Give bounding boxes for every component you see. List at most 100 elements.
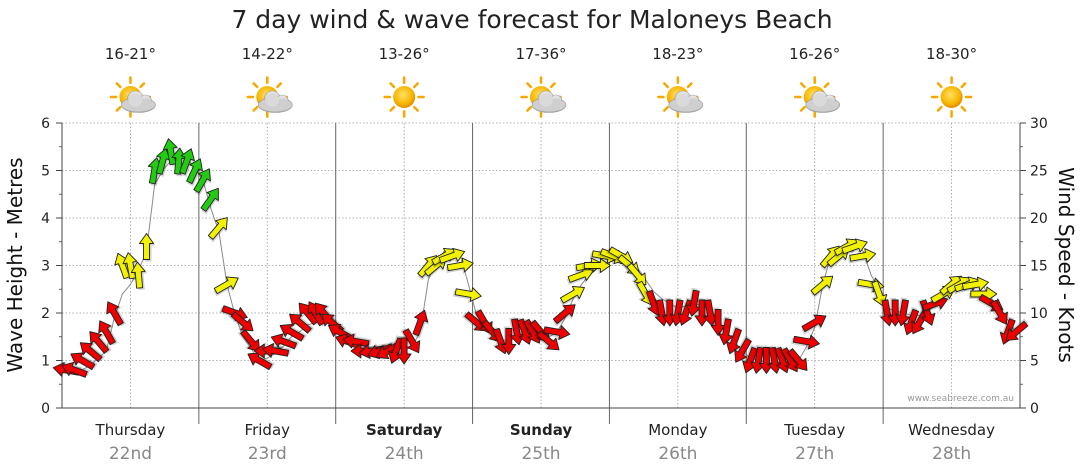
wind-arrow (921, 295, 949, 314)
right-tick-label: 10 (1030, 306, 1048, 322)
day-date: 25th (521, 444, 560, 464)
wind-arrow (139, 233, 156, 262)
wind-arrow (61, 361, 90, 378)
day-date: 28th (932, 444, 971, 464)
weather-forecast-row: 16-21° 14-22° 13-26° 17-36° 18-23° 16-26° 18-3… (105, 45, 977, 118)
temperature-range: 16-26° (789, 45, 840, 63)
left-axis-title: Wave Height - Metres (3, 157, 27, 372)
wind-arrow (785, 348, 808, 371)
sun-icon (383, 76, 425, 118)
day-name: Tuesday (783, 421, 845, 439)
axes: 0 1 2 3 4 5 6 0 5 10 15 20 25 30 (41, 116, 1048, 424)
wind-arrow (213, 276, 239, 297)
wind-arrow (701, 298, 718, 327)
wind-arrow (237, 329, 261, 352)
credit-label: www.seabreeze.com.au (907, 394, 1014, 404)
left-tick-label: 0 (41, 401, 50, 417)
wind-arrow (801, 314, 827, 335)
wind-arrow (289, 313, 315, 334)
day-name: Wednesday (908, 421, 995, 439)
wind-arrow (1005, 318, 1029, 341)
temperature-range: 18-30° (926, 45, 977, 63)
left-tick-label: 1 (41, 354, 50, 370)
day-date: 24th (385, 444, 424, 464)
chart-title: 7 day wind & wave forecast for Maloneys … (231, 5, 832, 34)
wind-arrow (207, 217, 228, 243)
wind-arrow (534, 330, 560, 351)
sun-cloud-icon (657, 76, 704, 118)
wind-arrow (541, 325, 571, 342)
wind-arrow (552, 304, 576, 327)
wind-arrow (725, 325, 742, 355)
wind-arrow (810, 275, 834, 298)
wind-arrow (445, 257, 474, 275)
day-labels: Thursday 22nd Friday 23rd Saturday 24th Sunday… (95, 421, 996, 464)
wind-arrow (734, 335, 752, 363)
left-tick-label: 5 (41, 164, 50, 180)
left-tick-label: 2 (41, 306, 50, 322)
wind-arrow (988, 299, 1008, 325)
wind-arrow (869, 279, 888, 307)
right-axis-title: Wind Speed - Knots (1054, 167, 1078, 363)
temperature-range: 13-26° (379, 45, 430, 63)
right-tick-label: 0 (1030, 401, 1039, 417)
wind-arrow (262, 341, 291, 358)
wind-arrow (791, 334, 820, 351)
day-date: 26th (658, 444, 697, 464)
wind-arrow (960, 276, 989, 294)
left-tick-label: 6 (41, 116, 50, 132)
wind-arrow (186, 158, 204, 187)
wind-arrow (342, 332, 372, 349)
wind-arrow (840, 238, 868, 257)
day-name: Thursday (95, 421, 166, 439)
wind-arrow (400, 328, 421, 354)
wind-arrow (200, 187, 219, 215)
wind-arrow (228, 311, 254, 332)
right-tick-label: 20 (1030, 211, 1048, 227)
wind-arrow (130, 261, 148, 291)
wind-arrow (395, 336, 412, 365)
sun-cloud-icon (109, 76, 156, 118)
wind-arrow (624, 262, 647, 286)
day-date: 23rd (248, 444, 287, 464)
sun-cloud-icon (246, 76, 293, 118)
sun-cloud-icon (520, 76, 567, 118)
right-tick-label: 25 (1030, 164, 1048, 180)
wind-arrow (193, 168, 212, 196)
day-name: Sunday (510, 421, 573, 439)
right-tick-label: 5 (1030, 354, 1039, 370)
left-tick-label: 3 (41, 259, 50, 275)
wind-arrow (452, 287, 482, 304)
temperature-range: 14-22° (242, 45, 293, 63)
wind-arrow (499, 326, 517, 355)
grid (62, 122, 1020, 408)
day-name: Monday (648, 421, 707, 439)
wind-arrow (437, 247, 466, 266)
temperature-range: 16-21° (105, 45, 156, 63)
wind-arrow (179, 148, 196, 177)
sun-cloud-icon (793, 76, 841, 118)
right-tick-label: 30 (1030, 116, 1048, 132)
wind-arrow (894, 297, 911, 327)
wind-arrow (98, 320, 119, 346)
day-name: Friday (245, 421, 291, 439)
temperature-range: 18-23° (652, 45, 703, 63)
left-tick-label: 4 (41, 211, 50, 227)
wind-arrow (412, 309, 429, 339)
wind-arrow (106, 301, 127, 327)
wind-arrow (559, 285, 585, 306)
wind-arrow (848, 248, 877, 265)
wind-arrow (717, 316, 734, 346)
day-name: Saturday (366, 421, 443, 439)
right-tick-label: 15 (1030, 259, 1048, 275)
wind-arrow (582, 258, 611, 275)
wind-arrow-series (52, 138, 1029, 378)
day-date: 27th (795, 444, 834, 464)
wind-arrow (89, 331, 112, 354)
wind-arrow (270, 332, 300, 350)
wind-arrow (155, 147, 172, 177)
sun-icon (930, 76, 973, 118)
wind-arrow (643, 289, 662, 317)
day-date: 22nd (109, 444, 152, 464)
